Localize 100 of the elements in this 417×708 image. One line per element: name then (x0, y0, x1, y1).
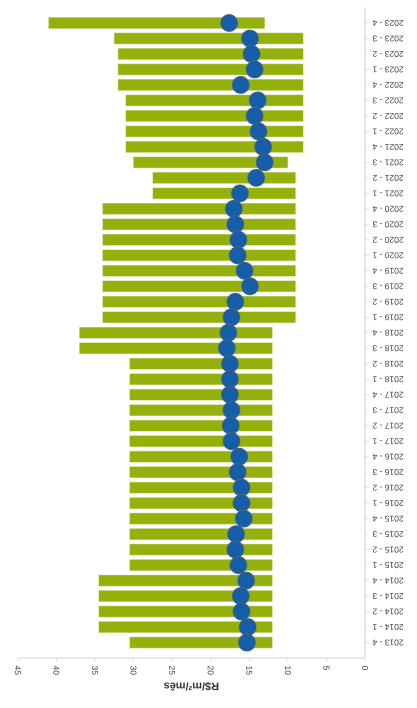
point (248, 92, 267, 110)
y-tick-label: 2015 - 1 (372, 562, 404, 568)
y-tick-label: 2022 - 1 (372, 128, 404, 134)
y-tick-label: 2019 - 4 (372, 268, 404, 274)
point (221, 370, 239, 388)
bar (125, 94, 304, 106)
bar (118, 79, 304, 91)
point (256, 153, 274, 172)
bar (102, 311, 296, 324)
x-tick-label: 10 (284, 666, 291, 675)
point (218, 339, 236, 358)
y-tick-label: 2016 - 4 (372, 454, 404, 460)
point (226, 215, 244, 234)
x-tick-label: 0 (362, 666, 368, 670)
x-tick-label: 40 (53, 666, 60, 675)
y-tick-label: 2019 - 3 (372, 283, 404, 290)
point (226, 292, 244, 311)
y-tick-label: 2016 - 1 (372, 500, 404, 506)
bar (125, 126, 304, 138)
bar (98, 606, 273, 618)
bar (102, 280, 296, 292)
point (222, 416, 240, 435)
point (232, 478, 250, 497)
y-tick-label: 2018 - 3 (372, 345, 404, 352)
bar (48, 17, 265, 29)
bar (79, 342, 273, 354)
point (227, 525, 246, 544)
point (221, 354, 239, 373)
bar (102, 203, 296, 215)
point (232, 494, 250, 512)
y-tick-label: 2016 - 2 (372, 484, 404, 491)
point (226, 540, 244, 558)
bar (98, 574, 273, 586)
bar (102, 296, 296, 308)
bar (125, 141, 304, 153)
bar (114, 32, 304, 44)
y-tick-label: 2017 - 2 (372, 422, 404, 429)
point (250, 122, 268, 140)
point (232, 587, 250, 605)
y-tick-label: 2018 - 1 (372, 376, 404, 382)
bar (102, 218, 296, 230)
y-tick-label: 2023 - 3 (372, 35, 404, 42)
x-tick-label: 45 (14, 666, 21, 675)
point (232, 76, 250, 94)
point (222, 308, 240, 326)
point (254, 138, 272, 156)
y-tick-label: 2020 - 4 (372, 206, 404, 212)
bar (129, 512, 273, 524)
bar (98, 621, 273, 633)
point (246, 107, 264, 125)
x-tick-label: 25 (169, 666, 176, 675)
bar (118, 48, 304, 60)
point (238, 618, 257, 636)
point (241, 30, 259, 48)
y-tick-label: 2020 - 2 (372, 236, 404, 243)
point (230, 556, 248, 574)
point (242, 45, 260, 63)
bar (118, 64, 304, 76)
y-tick-label: 2015 - 3 (372, 531, 404, 538)
point (220, 14, 238, 32)
y-tick-label: 2017 - 4 (372, 392, 404, 398)
bar (79, 326, 273, 339)
x-axis-title: R$/m²/mês (164, 682, 218, 691)
y-tick-label: 2021 - 1 (372, 190, 404, 196)
bar (133, 156, 288, 168)
point (232, 602, 250, 620)
x-tick-label: 30 (130, 666, 136, 675)
point (228, 246, 247, 264)
point (247, 168, 266, 187)
y-tick-label: 2023 - 4 (372, 20, 404, 26)
point (228, 463, 247, 482)
y-tick-label: 2017 - 3 (372, 407, 404, 414)
y-tick-label: 2019 - 2 (372, 298, 404, 305)
y-tick-label: 2015 - 4 (372, 516, 404, 522)
point (241, 277, 259, 296)
bar (102, 264, 296, 277)
point (219, 324, 238, 342)
y-tick-label: 2021 - 3 (372, 159, 404, 166)
y-tick-label: 2015 - 2 (372, 546, 404, 553)
y-tick-label: 2020 - 1 (372, 252, 404, 258)
y-tick-label: 2016 - 3 (372, 469, 404, 476)
y-tick-label: 2023 - 1 (372, 66, 404, 72)
point (230, 448, 248, 466)
y-tick-label: 2014 - 2 (372, 608, 404, 615)
point (231, 184, 249, 202)
y-tick-label: 2022 - 2 (372, 112, 404, 119)
y-tick-label: 2021 - 2 (372, 174, 404, 181)
x-tick-label: 20 (208, 666, 214, 675)
bar (125, 110, 304, 122)
y-tick-label: 2014 - 4 (372, 578, 404, 584)
y-tick-label: 2023 - 2 (372, 50, 404, 57)
point (234, 510, 253, 528)
bar (102, 234, 296, 246)
point (237, 572, 256, 590)
y-tick-label: 2021 - 4 (372, 144, 404, 150)
x-tick-label: 5 (323, 666, 330, 670)
x-tick-label: 35 (92, 666, 98, 675)
y-tick-label: 2022 - 4 (372, 82, 404, 88)
point (236, 262, 254, 280)
y-tick-label: 2014 - 3 (372, 593, 404, 600)
